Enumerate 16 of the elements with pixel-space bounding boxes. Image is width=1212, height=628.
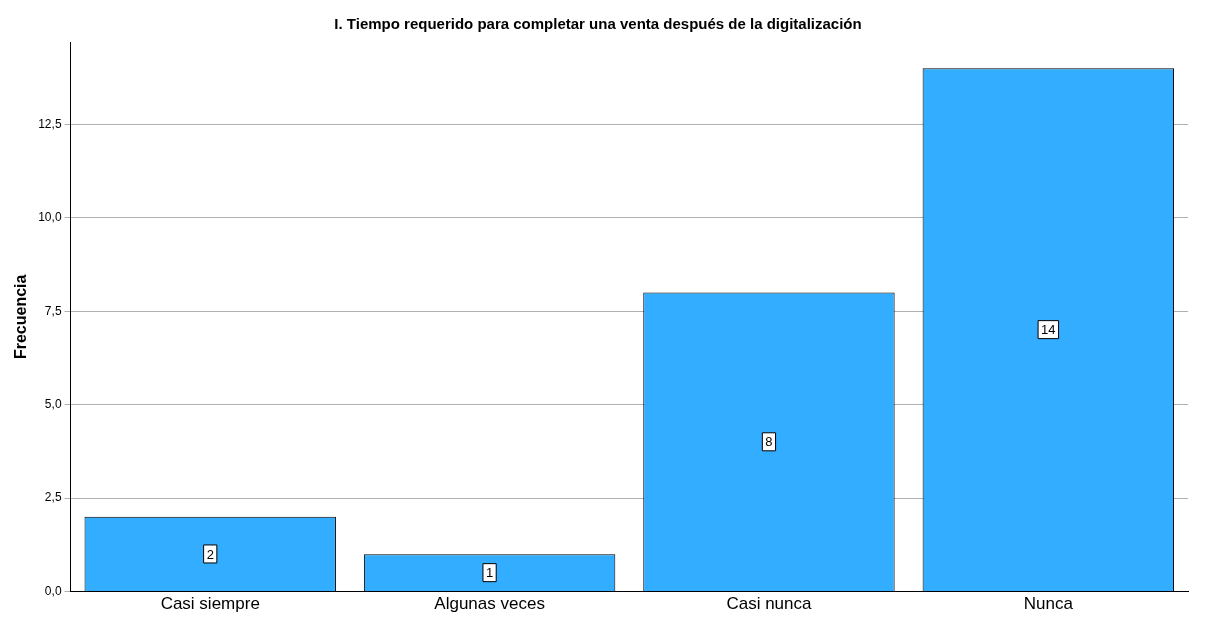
chart-title: I. Tiempo requerido para completar una venta después de la digitalización bbox=[334, 15, 862, 33]
x-tick-label: Algunas veces bbox=[434, 594, 545, 614]
data-label: 8 bbox=[765, 434, 773, 450]
data-label: 2 bbox=[206, 546, 214, 562]
x-tick-label: Casi siempre bbox=[160, 594, 260, 614]
data-label: 14 bbox=[1041, 322, 1056, 338]
y-tick-label: 2,5 bbox=[44, 490, 62, 505]
y-tick-label: 5,0 bbox=[44, 396, 62, 411]
y-tick-label: 7,5 bbox=[44, 303, 62, 318]
y-tick-label: 0,0 bbox=[44, 583, 62, 598]
y-axis-title: Frecuencia bbox=[12, 274, 30, 360]
y-tick-label: 12,5 bbox=[38, 116, 62, 131]
x-tick-label: Nunca bbox=[1023, 594, 1074, 614]
y-tick-label: 10,0 bbox=[38, 210, 62, 225]
data-label: 1 bbox=[485, 565, 494, 581]
x-tick-label: Casi nunca bbox=[726, 594, 813, 614]
